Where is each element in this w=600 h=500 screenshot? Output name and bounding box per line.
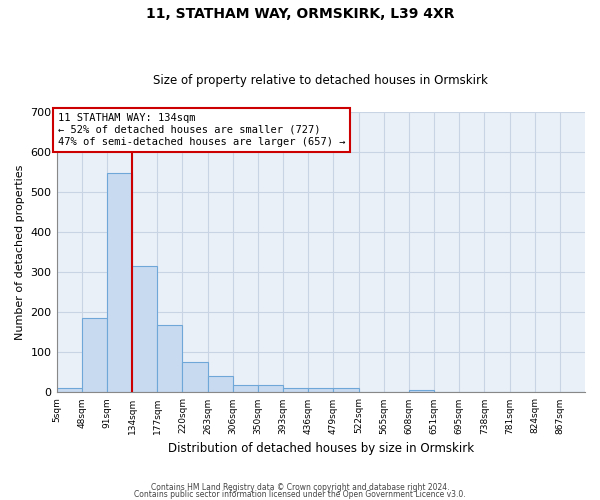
Bar — [56, 388, 82, 392]
Bar — [82, 318, 107, 392]
Text: Contains HM Land Registry data © Crown copyright and database right 2024.: Contains HM Land Registry data © Crown c… — [151, 484, 449, 492]
Bar — [283, 388, 308, 392]
Title: Size of property relative to detached houses in Ormskirk: Size of property relative to detached ho… — [154, 74, 488, 87]
Bar — [107, 172, 132, 392]
Bar — [334, 388, 359, 392]
Bar — [182, 362, 208, 392]
Bar — [132, 266, 157, 392]
Bar — [157, 325, 182, 392]
Bar — [409, 390, 434, 392]
Y-axis label: Number of detached properties: Number of detached properties — [15, 164, 25, 340]
Bar — [258, 385, 283, 392]
Bar — [233, 385, 258, 392]
Bar — [308, 388, 334, 392]
Text: 11, STATHAM WAY, ORMSKIRK, L39 4XR: 11, STATHAM WAY, ORMSKIRK, L39 4XR — [146, 8, 454, 22]
Text: Contains public sector information licensed under the Open Government Licence v3: Contains public sector information licen… — [134, 490, 466, 499]
Bar — [208, 376, 233, 392]
X-axis label: Distribution of detached houses by size in Ormskirk: Distribution of detached houses by size … — [168, 442, 474, 455]
Text: 11 STATHAM WAY: 134sqm
← 52% of detached houses are smaller (727)
47% of semi-de: 11 STATHAM WAY: 134sqm ← 52% of detached… — [58, 114, 345, 146]
